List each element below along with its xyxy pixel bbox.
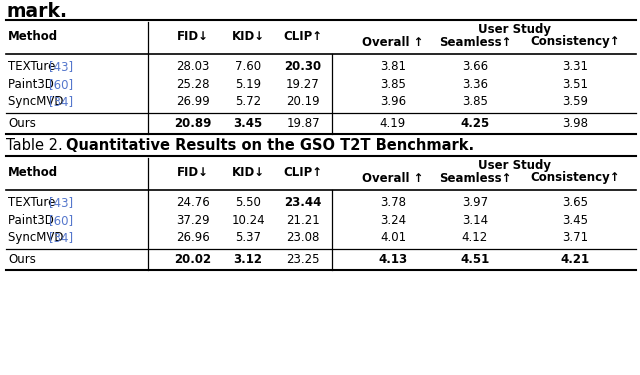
- Text: CLIP↑: CLIP↑: [284, 30, 323, 44]
- Text: 20.30: 20.30: [284, 60, 321, 73]
- Text: 3.45: 3.45: [234, 117, 262, 130]
- Text: SyncMVD [34]: SyncMVD [34]: [8, 95, 92, 108]
- Text: 3.24: 3.24: [380, 214, 406, 227]
- Text: SyncMVD [34]: SyncMVD [34]: [8, 231, 92, 244]
- Text: 3.14: 3.14: [462, 214, 488, 227]
- Text: 4.25: 4.25: [460, 117, 490, 130]
- Text: 4.51: 4.51: [460, 253, 490, 266]
- Text: Table 2.: Table 2.: [6, 138, 63, 153]
- Text: 4.12: 4.12: [462, 231, 488, 244]
- Text: 19.87: 19.87: [286, 117, 320, 130]
- Text: 19.27: 19.27: [286, 78, 320, 91]
- Text: 3.71: 3.71: [562, 231, 588, 244]
- Text: [43]: [43]: [49, 60, 73, 73]
- Text: 3.45: 3.45: [562, 214, 588, 227]
- Text: FID↓: FID↓: [177, 166, 209, 180]
- Text: 4.21: 4.21: [561, 253, 589, 266]
- Text: 3.97: 3.97: [462, 196, 488, 209]
- Text: 3.85: 3.85: [380, 78, 406, 91]
- Text: TEXTure: TEXTure: [8, 60, 59, 73]
- Text: [43]: [43]: [49, 196, 73, 209]
- Text: 26.99: 26.99: [176, 95, 210, 108]
- Text: Seamless↑: Seamless↑: [439, 171, 511, 184]
- Text: User Study: User Study: [478, 159, 551, 172]
- Text: Consistency↑: Consistency↑: [530, 36, 620, 48]
- Text: 3.85: 3.85: [462, 95, 488, 108]
- Text: SyncMVD: SyncMVD: [8, 231, 67, 244]
- Text: [34]: [34]: [49, 231, 73, 244]
- Text: 23.25: 23.25: [286, 253, 320, 266]
- Text: Paint3D [60]: Paint3D [60]: [8, 214, 82, 227]
- Text: [34]: [34]: [49, 95, 73, 108]
- Text: 3.81: 3.81: [380, 60, 406, 73]
- Text: SyncMVD: SyncMVD: [8, 95, 67, 108]
- Text: TEXTure [43]: TEXTure [43]: [8, 196, 83, 209]
- Text: 26.96: 26.96: [176, 231, 210, 244]
- Text: mark.: mark.: [6, 2, 67, 21]
- Text: 28.03: 28.03: [176, 60, 210, 73]
- Text: 3.96: 3.96: [380, 95, 406, 108]
- Text: Paint3D [60]: Paint3D [60]: [8, 78, 82, 91]
- Text: 3.78: 3.78: [380, 196, 406, 209]
- Text: 4.19: 4.19: [380, 117, 406, 130]
- Text: 10.24: 10.24: [231, 214, 265, 227]
- Text: 3.36: 3.36: [462, 78, 488, 91]
- Text: 7.60: 7.60: [235, 60, 261, 73]
- Text: 25.28: 25.28: [176, 78, 210, 91]
- Text: 23.44: 23.44: [284, 196, 322, 209]
- Text: 37.29: 37.29: [176, 214, 210, 227]
- Text: 3.65: 3.65: [562, 196, 588, 209]
- Text: 3.98: 3.98: [562, 117, 588, 130]
- Text: KID↓: KID↓: [232, 166, 264, 180]
- Text: 3.31: 3.31: [562, 60, 588, 73]
- Text: 3.59: 3.59: [562, 95, 588, 108]
- Text: 20.89: 20.89: [174, 117, 212, 130]
- Text: Ours: Ours: [8, 117, 36, 130]
- Text: User Study: User Study: [478, 24, 551, 36]
- Text: 23.08: 23.08: [286, 231, 320, 244]
- Text: 21.21: 21.21: [286, 214, 320, 227]
- Text: 5.72: 5.72: [235, 95, 261, 108]
- Text: Quantitative Results on the GSO T2T Benchmark.: Quantitative Results on the GSO T2T Benc…: [66, 138, 474, 153]
- Text: 20.02: 20.02: [175, 253, 212, 266]
- Text: 5.50: 5.50: [235, 196, 261, 209]
- Text: 4.01: 4.01: [380, 231, 406, 244]
- Text: 5.19: 5.19: [235, 78, 261, 91]
- Text: 20.19: 20.19: [286, 95, 320, 108]
- Text: 3.51: 3.51: [562, 78, 588, 91]
- Text: Method: Method: [8, 166, 58, 180]
- Text: 3.12: 3.12: [234, 253, 262, 266]
- Text: 3.66: 3.66: [462, 60, 488, 73]
- Text: Ours: Ours: [8, 253, 36, 266]
- Text: Method: Method: [8, 30, 58, 44]
- Text: Consistency↑: Consistency↑: [530, 171, 620, 184]
- Text: Seamless↑: Seamless↑: [439, 36, 511, 48]
- Text: Paint3D: Paint3D: [8, 214, 58, 227]
- Text: [60]: [60]: [49, 214, 73, 227]
- Text: TEXTure: TEXTure: [8, 196, 59, 209]
- Text: CLIP↑: CLIP↑: [284, 166, 323, 180]
- Text: KID↓: KID↓: [232, 30, 264, 44]
- Text: Paint3D: Paint3D: [8, 78, 58, 91]
- Text: FID↓: FID↓: [177, 30, 209, 44]
- Text: 5.37: 5.37: [235, 231, 261, 244]
- Text: 4.13: 4.13: [378, 253, 408, 266]
- Text: [60]: [60]: [49, 78, 73, 91]
- Text: 24.76: 24.76: [176, 196, 210, 209]
- Text: Overall ↑: Overall ↑: [362, 36, 424, 48]
- Text: Overall ↑: Overall ↑: [362, 171, 424, 184]
- Text: TEXTure [43]: TEXTure [43]: [8, 60, 83, 73]
